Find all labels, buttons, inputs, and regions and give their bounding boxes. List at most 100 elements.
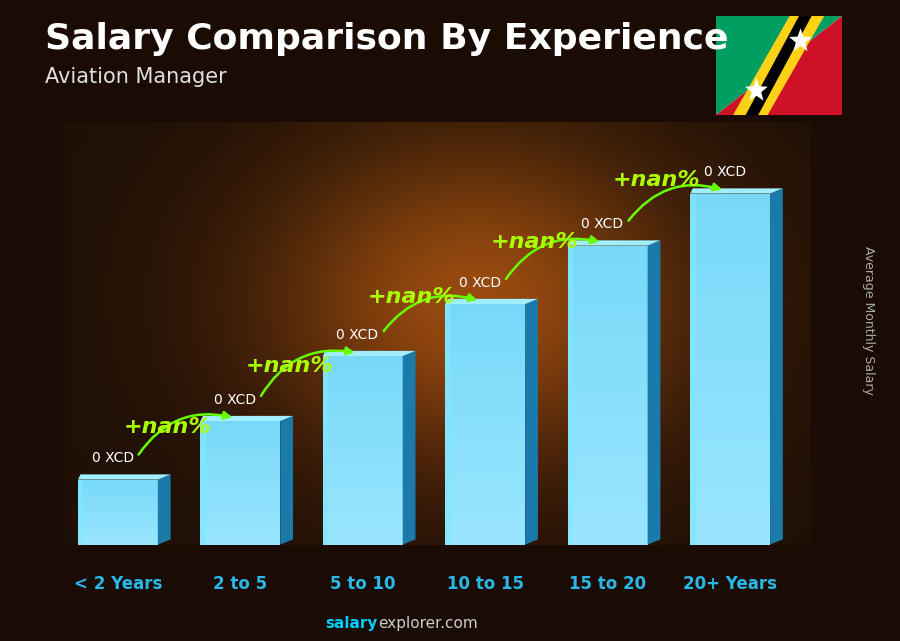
Bar bbox=[568, 374, 648, 377]
Bar bbox=[323, 420, 402, 422]
Bar bbox=[568, 281, 648, 285]
Bar bbox=[78, 518, 158, 519]
Bar bbox=[568, 446, 648, 449]
Bar bbox=[201, 435, 280, 436]
Bar bbox=[201, 506, 280, 508]
Bar bbox=[323, 395, 402, 397]
Bar bbox=[323, 505, 402, 507]
Bar bbox=[446, 463, 526, 465]
Bar bbox=[690, 299, 770, 303]
Bar bbox=[568, 332, 648, 335]
Bar bbox=[690, 274, 770, 278]
Bar bbox=[690, 432, 770, 436]
Bar bbox=[323, 390, 402, 392]
Bar bbox=[78, 524, 158, 525]
Bar bbox=[568, 470, 648, 473]
Bar bbox=[690, 457, 770, 460]
Bar bbox=[446, 528, 526, 530]
Bar bbox=[323, 499, 402, 501]
Bar bbox=[690, 310, 770, 313]
Bar bbox=[323, 452, 402, 454]
Bar bbox=[690, 394, 770, 397]
Bar bbox=[78, 536, 158, 537]
Bar bbox=[568, 520, 648, 524]
Bar bbox=[201, 445, 280, 447]
Bar bbox=[446, 444, 526, 446]
Bar bbox=[201, 468, 280, 469]
Bar bbox=[446, 326, 526, 328]
Bar bbox=[78, 535, 158, 536]
Bar bbox=[201, 535, 280, 536]
Bar bbox=[568, 413, 648, 416]
Bar bbox=[446, 427, 526, 429]
Bar bbox=[446, 537, 526, 540]
Bar bbox=[78, 506, 158, 507]
Text: 0 XCD: 0 XCD bbox=[92, 451, 133, 465]
Bar bbox=[690, 485, 770, 488]
Bar bbox=[201, 541, 280, 542]
Bar bbox=[323, 528, 402, 529]
Bar bbox=[568, 383, 648, 386]
Bar bbox=[446, 312, 526, 313]
Bar bbox=[446, 386, 526, 388]
Bar bbox=[446, 383, 526, 386]
Bar bbox=[690, 460, 770, 464]
Bar bbox=[446, 369, 526, 371]
Bar bbox=[78, 495, 158, 496]
Bar bbox=[568, 305, 648, 308]
Bar bbox=[446, 523, 526, 526]
Bar bbox=[446, 309, 526, 312]
Bar bbox=[201, 531, 280, 532]
Bar bbox=[323, 445, 402, 447]
Bar bbox=[323, 383, 402, 385]
Bar bbox=[201, 487, 280, 488]
Bar bbox=[690, 327, 770, 331]
Text: 0 XCD: 0 XCD bbox=[214, 393, 256, 407]
Bar bbox=[568, 467, 648, 470]
Bar bbox=[690, 320, 770, 324]
Bar bbox=[201, 437, 280, 438]
Bar bbox=[201, 428, 280, 429]
Bar bbox=[201, 461, 280, 462]
Bar bbox=[201, 432, 280, 433]
Bar bbox=[690, 263, 770, 267]
Bar bbox=[446, 422, 526, 424]
Bar bbox=[446, 518, 526, 520]
Bar bbox=[690, 439, 770, 443]
Bar bbox=[201, 495, 280, 496]
Bar bbox=[78, 520, 158, 521]
Bar bbox=[446, 504, 526, 506]
Bar bbox=[690, 506, 770, 510]
Bar bbox=[201, 508, 280, 509]
Bar bbox=[446, 340, 526, 342]
Text: salary: salary bbox=[326, 617, 378, 631]
Bar bbox=[446, 342, 526, 345]
Bar bbox=[568, 425, 648, 428]
Bar bbox=[78, 499, 158, 500]
Text: +nan%: +nan% bbox=[368, 287, 455, 307]
Bar bbox=[568, 461, 648, 464]
Bar bbox=[201, 479, 280, 480]
Bar bbox=[78, 514, 158, 515]
Bar bbox=[323, 360, 402, 362]
Bar bbox=[78, 509, 158, 510]
Bar bbox=[201, 421, 206, 545]
Bar bbox=[568, 338, 648, 341]
Bar bbox=[568, 434, 648, 437]
Bar bbox=[78, 510, 158, 511]
Bar bbox=[78, 512, 158, 513]
Polygon shape bbox=[648, 240, 661, 545]
Bar bbox=[323, 501, 402, 503]
Polygon shape bbox=[201, 416, 293, 421]
Bar bbox=[323, 356, 328, 545]
Bar bbox=[323, 473, 402, 475]
Bar bbox=[323, 369, 402, 371]
Bar bbox=[323, 405, 402, 407]
Bar bbox=[690, 253, 770, 257]
Bar bbox=[201, 472, 280, 473]
Bar bbox=[690, 415, 770, 418]
Bar bbox=[323, 401, 402, 403]
Bar bbox=[690, 499, 770, 503]
Bar bbox=[201, 481, 280, 483]
Bar bbox=[690, 278, 770, 281]
